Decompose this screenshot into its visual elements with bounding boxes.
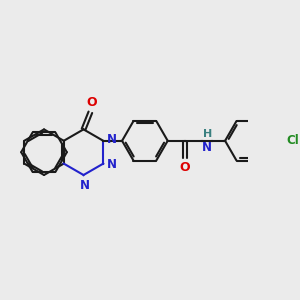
Text: H: H bbox=[203, 129, 212, 139]
Text: N: N bbox=[80, 179, 89, 192]
Text: Cl: Cl bbox=[286, 134, 299, 147]
Text: N: N bbox=[107, 158, 117, 171]
Text: O: O bbox=[179, 161, 190, 174]
Text: N: N bbox=[107, 134, 117, 146]
Text: O: O bbox=[86, 96, 97, 109]
Text: N: N bbox=[202, 141, 212, 154]
